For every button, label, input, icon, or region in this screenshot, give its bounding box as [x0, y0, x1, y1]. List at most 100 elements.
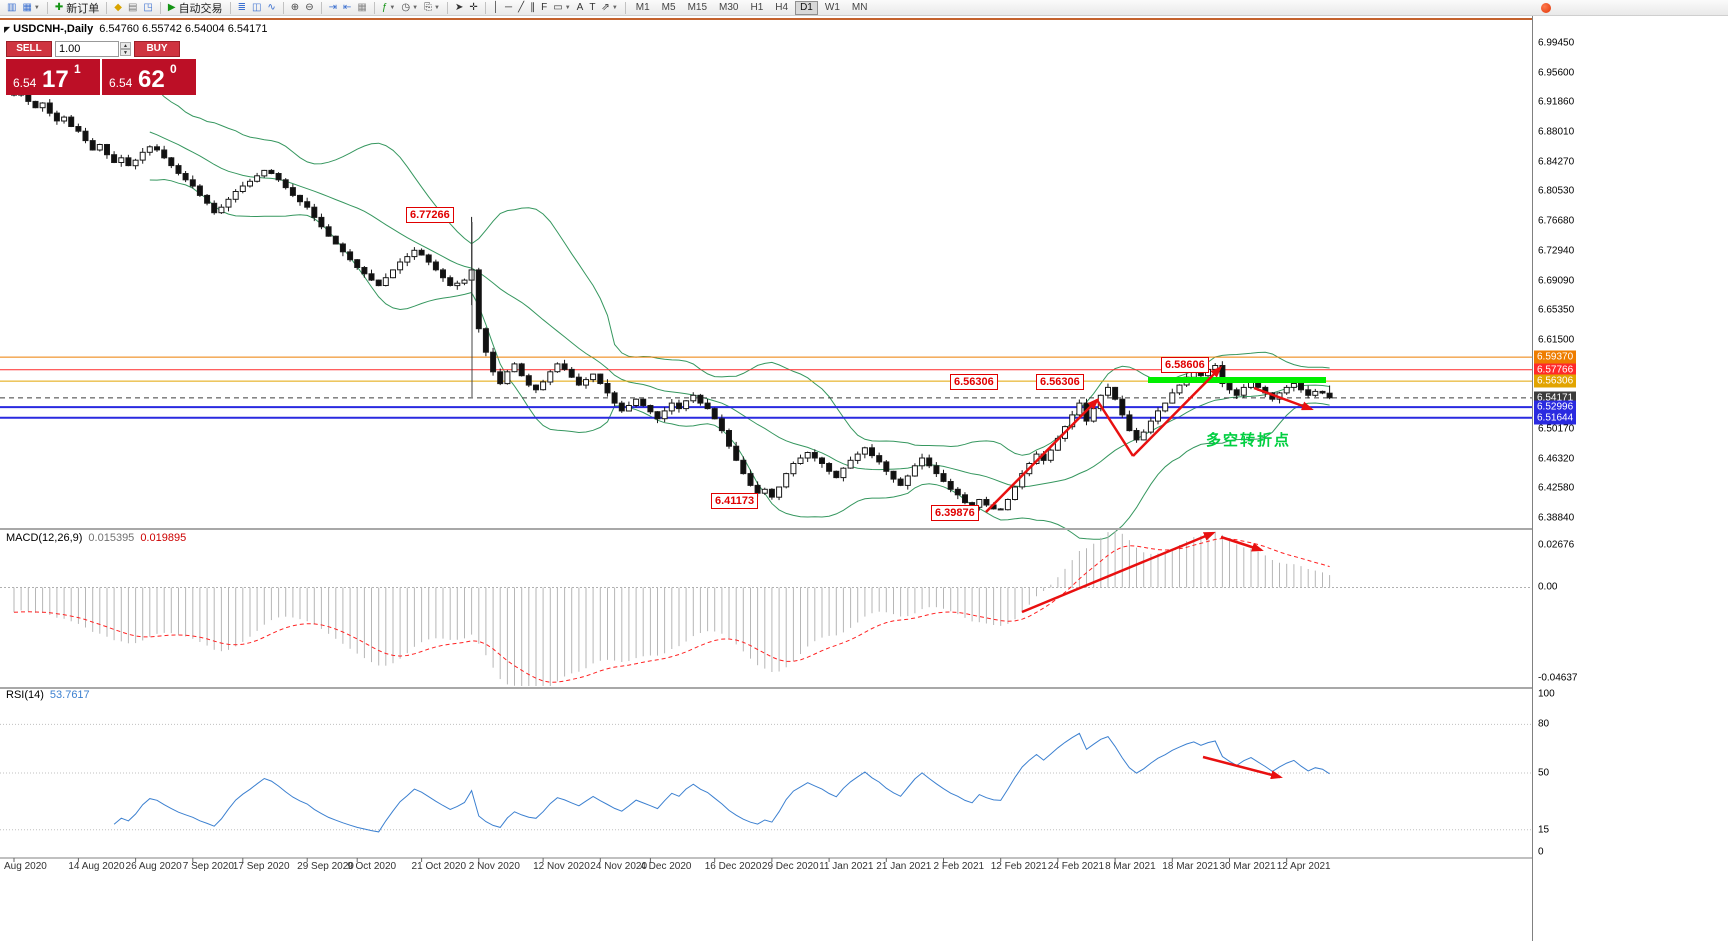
indicators-button[interactable]: ƒ ▼	[380, 1, 398, 15]
zoom-out-button[interactable]: ⊖	[303, 1, 315, 15]
one-click-toggle-icon[interactable]: ◤	[4, 25, 11, 34]
sell-button[interactable]: SELL	[6, 40, 52, 57]
price-annotation-label[interactable]: 6.39876	[931, 505, 979, 521]
date-label: 4 Dec 2020	[640, 861, 692, 872]
zoom-in-button[interactable]: ⊕	[289, 1, 301, 15]
vertical-line-button[interactable]: │	[491, 1, 501, 15]
sell-price-tile[interactable]: 6.54 17 1	[6, 59, 100, 95]
price-annotation-label[interactable]: 6.56306	[1036, 374, 1084, 390]
horizontal-lines[interactable]	[0, 356, 1532, 419]
volume-down-icon[interactable]: ▼	[120, 48, 131, 56]
timeframe-m30[interactable]: M30	[719, 1, 739, 13]
trend-arrow[interactable]	[1132, 365, 1223, 457]
shapes-icon: ▭	[553, 1, 563, 13]
price-annotation-label[interactable]: 6.56306	[950, 374, 998, 390]
date-label: 30 Mar 2021	[1219, 861, 1276, 872]
timeframe-m15[interactable]: M15	[687, 1, 708, 13]
date-label: 24 Nov 2020	[590, 861, 648, 872]
pane-separator-rsi[interactable]	[0, 687, 1532, 689]
trend-arrow[interactable]	[1202, 755, 1283, 780]
timeframe-w1[interactable]: W1	[824, 1, 840, 13]
crosshair-button[interactable]: ✛	[467, 1, 479, 15]
grid-button[interactable]: ▦	[355, 1, 368, 15]
price-annotation-label[interactable]: 6.58606	[1161, 357, 1209, 373]
strategy-tester-button[interactable]: ◳	[141, 1, 154, 15]
metaeditor-button[interactable]: ◆	[112, 1, 124, 15]
price-level-badge: 6.51644	[1534, 411, 1577, 425]
volume-stepper: ▲ ▼	[120, 41, 131, 56]
candlestick-chart-button[interactable]: ◫	[250, 1, 263, 15]
indicator-scale-label: 0.00	[1538, 581, 1558, 593]
data-window-button[interactable]: ▤	[126, 1, 139, 15]
turning-point-note[interactable]: 多空转折点	[1206, 432, 1292, 449]
trend-arrow[interactable]	[1095, 399, 1135, 457]
auto-scroll-button[interactable]: ⇥	[327, 1, 339, 15]
sell-price-prefix: 6.54	[13, 76, 37, 90]
shapes-button[interactable]: ▭ ▼	[551, 1, 572, 15]
price-annotation-label[interactable]: 6.77266	[406, 207, 454, 223]
new-order-button[interactable]: ✚ 新订单	[53, 1, 101, 15]
price-scale[interactable]: 6.99450 6.95600 6.91860 6.88010 6.84270 6.805…	[1532, 16, 1728, 941]
price-scale-label: 6.84270	[1538, 156, 1575, 168]
equidistant-channel-button[interactable]: ∥	[528, 1, 537, 15]
cursor-button[interactable]: ➤	[453, 1, 465, 15]
volume-input[interactable]	[55, 40, 119, 57]
chart-area[interactable]: ◤ USDCNH-,Daily 6.54760 6.55742 6.54004 6.…	[0, 16, 1728, 941]
new-chart-window-button[interactable]: ▥	[5, 1, 18, 15]
grid-icon: ▦	[357, 1, 367, 13]
line-chart-button[interactable]: ∿	[265, 1, 277, 15]
timeframe-mn[interactable]: MN	[851, 1, 868, 13]
trend-arrows[interactable]	[985, 365, 1314, 780]
symbol-label: USDCNH-,Daily	[13, 23, 94, 35]
new-order-icon: ✚	[54, 1, 64, 13]
trend-arrow[interactable]	[1021, 531, 1216, 614]
resistance-zone-bar[interactable]	[1148, 377, 1326, 383]
timeframe-d1[interactable]: D1	[795, 0, 818, 15]
horizontal-line-button[interactable]: ─	[503, 1, 514, 15]
price-scale-label: 6.72940	[1538, 245, 1575, 257]
buy-button[interactable]: BUY	[134, 40, 180, 57]
bar-chart-button[interactable]: ≣	[236, 1, 248, 15]
rsi-name: RSI(14)	[6, 689, 44, 701]
price-scale-label: 6.46320	[1538, 453, 1575, 465]
price-scale-label: 6.80530	[1538, 185, 1575, 197]
trend-arrow[interactable]	[985, 397, 1100, 513]
price-level-badge: 6.52996	[1534, 400, 1577, 414]
buy-price-big: 62	[138, 66, 165, 93]
date-label: 29 Sep 2020	[297, 861, 354, 872]
periods-button[interactable]: ◷ ▼	[399, 1, 420, 15]
notification-icon[interactable]	[1541, 3, 1551, 13]
horizontal-line-icon: ─	[505, 1, 513, 13]
auto-trading-button[interactable]: ▶ 自动交易	[166, 1, 225, 15]
trendline-button[interactable]: ╱	[516, 1, 526, 15]
arrows-tool-button[interactable]: ⇗ ▼	[599, 1, 619, 15]
buy-price-tile[interactable]: 6.54 62 0	[102, 59, 196, 95]
chart-shift-button[interactable]: ⇤	[341, 1, 353, 15]
timeframe-h4[interactable]: H4	[775, 1, 789, 13]
text-label-icon: T	[589, 1, 596, 13]
price-scale-label: 6.91860	[1538, 96, 1575, 108]
chart-shift-icon: ⇤	[342, 1, 352, 13]
metaeditor-icon: ◆	[114, 1, 122, 13]
arrows-tool-icon: ⇗	[601, 1, 610, 13]
price-scale-label: 6.99450	[1538, 37, 1575, 49]
trend-arrow[interactable]	[1220, 535, 1264, 552]
templates-button[interactable]: ⎘ ▼	[422, 1, 442, 15]
date-label: 14 Aug 2020	[68, 861, 125, 872]
trend-arrow[interactable]	[1253, 386, 1314, 411]
timeframe-h1[interactable]: H1	[750, 1, 764, 13]
timeframe-m5[interactable]: M5	[661, 1, 676, 13]
chart-canvas[interactable]	[0, 16, 1532, 941]
fibonacci-button[interactable]: F	[539, 1, 549, 15]
text-label-button[interactable]: T	[587, 1, 597, 15]
price-annotation-label[interactable]: 6.41173	[711, 493, 759, 509]
price-level-badge: 6.56306	[1534, 374, 1577, 388]
chart-profiles-button[interactable]: ▦ ▼	[20, 1, 41, 15]
pane-separator-macd[interactable]	[0, 528, 1532, 530]
price-scale-label: 6.65350	[1538, 304, 1575, 316]
timeframe-m1[interactable]: M1	[635, 1, 650, 13]
volume-up-icon[interactable]: ▲	[120, 41, 131, 49]
macd-name: MACD(12,26,9)	[6, 532, 83, 544]
date-label: 17 Sep 2020	[232, 861, 290, 872]
text-button[interactable]: A	[575, 1, 586, 15]
